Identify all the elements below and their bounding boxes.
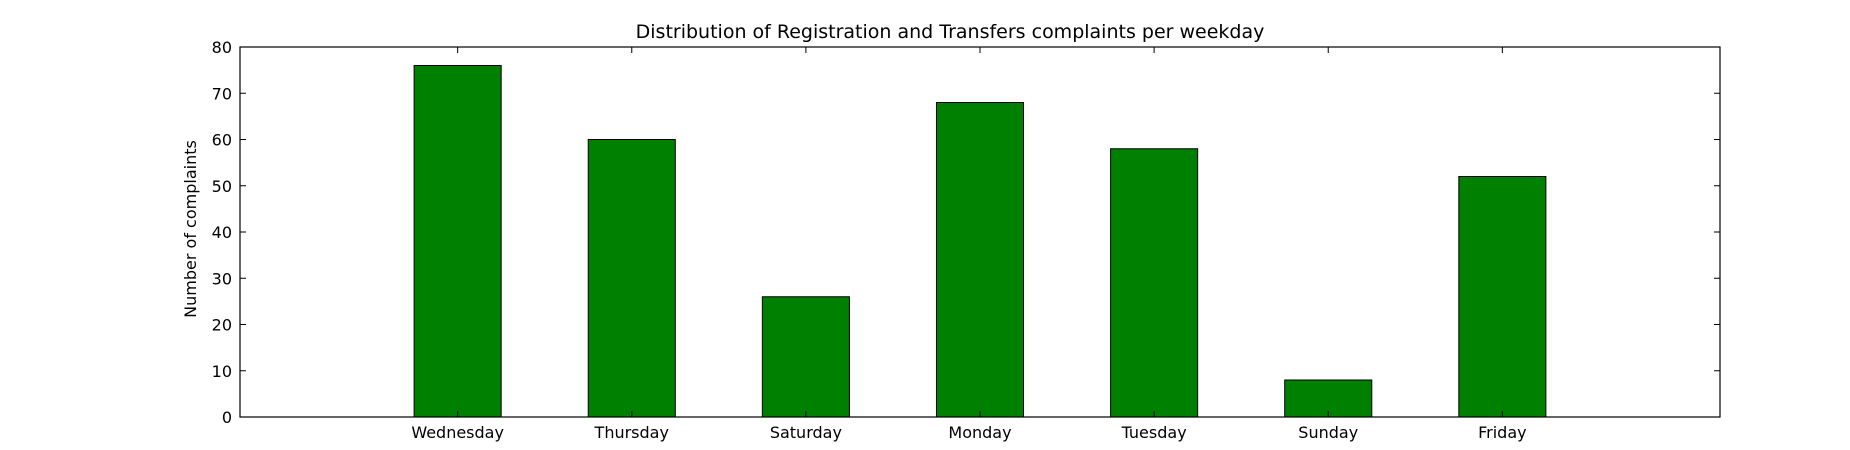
x-tick-label-saturday: Saturday xyxy=(770,423,842,442)
bars-group xyxy=(413,65,1547,418)
x-tick-label-monday: Monday xyxy=(948,423,1011,442)
x-tick-label-thursday: Thursday xyxy=(594,423,669,442)
y-tick-label-30: 30 xyxy=(212,269,232,288)
bar-tuesday xyxy=(1110,148,1199,418)
bar-monday xyxy=(935,102,1025,418)
y-tick-label-80: 80 xyxy=(212,38,232,57)
chart-title: Distribution of Registration and Transfe… xyxy=(636,21,1265,43)
bar-saturday xyxy=(761,296,850,418)
y-tick-label-40: 40 xyxy=(212,223,232,242)
tick-labels-group: Wednesday Thursday Saturday Monday Tuesday Su… xyxy=(212,38,1527,442)
ticks-group xyxy=(240,46,1720,418)
y-tick-label-20: 20 xyxy=(212,316,232,335)
y-tick-label-0: 0 xyxy=(222,408,232,427)
y-tick-label-10: 10 xyxy=(212,362,232,381)
y-tick-label-50: 50 xyxy=(212,177,232,196)
x-tick-label-friday: Friday xyxy=(1478,423,1527,442)
x-tick-label-wednesday: Wednesday xyxy=(411,423,504,442)
x-tick-label-sunday: Sunday xyxy=(1298,423,1358,442)
bar-wednesday xyxy=(413,65,502,418)
y-axis-label: Number of complaints xyxy=(181,140,200,318)
bar-thursday xyxy=(587,139,676,418)
plot-frame xyxy=(239,46,1721,418)
bar-sunday xyxy=(1284,379,1373,418)
y-tick-label-70: 70 xyxy=(212,84,232,103)
x-tick-label-tuesday: Tuesday xyxy=(1121,423,1187,442)
y-tick-label-60: 60 xyxy=(212,131,232,150)
bar-friday xyxy=(1458,176,1547,418)
